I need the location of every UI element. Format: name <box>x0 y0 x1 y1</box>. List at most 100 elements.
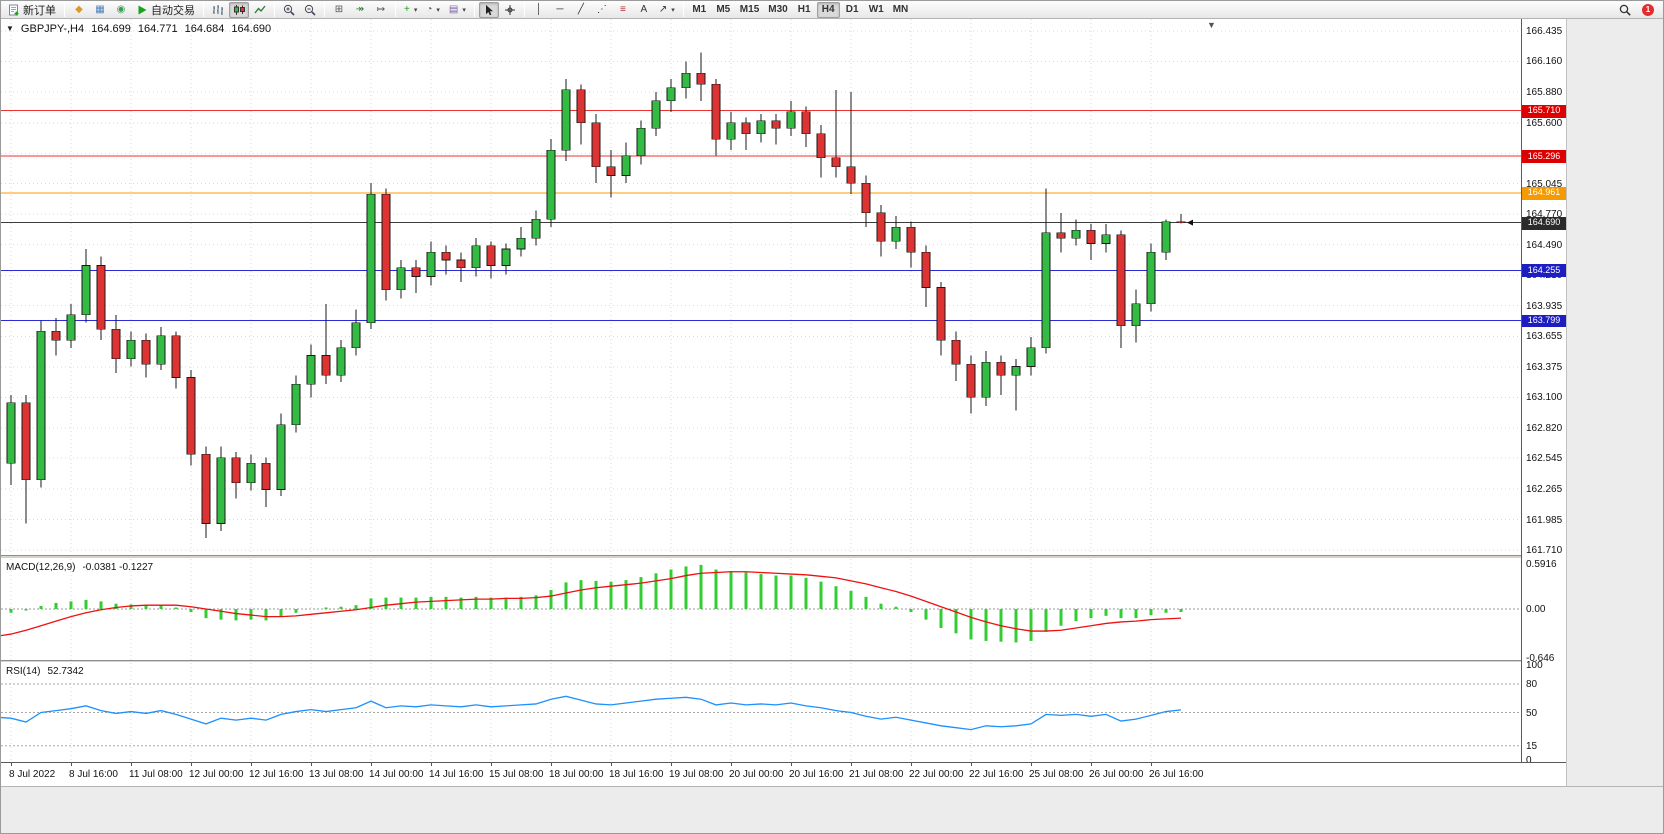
rsi-axis-label: 0 <box>1526 755 1532 762</box>
tile-windows-icon: ⊞ <box>334 3 344 15</box>
time-label: 25 Jul 08:00 <box>1029 769 1084 780</box>
crosshair-button[interactable] <box>500 2 520 18</box>
fibonacci-button[interactable]: ≡ <box>613 2 633 18</box>
time-label: 12 Jul 00:00 <box>189 769 244 780</box>
arrows-button[interactable]: ↗ ▾ <box>655 2 679 18</box>
price-axis[interactable]: 166.435166.160165.880165.600165.320165.0… <box>1522 19 1566 762</box>
timeframe-m30[interactable]: M30 <box>768 4 788 15</box>
candle-body <box>426 252 436 277</box>
time-tick <box>1151 763 1152 766</box>
macd-values: -0.0381 -0.1227 <box>82 562 154 573</box>
time-label: 26 Jul 00:00 <box>1089 769 1144 780</box>
periods-button[interactable]: ◔ ▾ <box>422 2 444 18</box>
line-chart-button[interactable] <box>250 2 270 18</box>
timeframe-w1[interactable]: W1 <box>868 4 884 15</box>
timeframe-d1[interactable]: D1 <box>845 4 859 15</box>
candlestick-icon <box>234 4 245 15</box>
bottom-margin <box>1 786 1663 833</box>
time-tick <box>731 763 732 766</box>
metaeditor-icon: ◉ <box>116 3 126 15</box>
price-tick-label: 164.770 <box>1526 208 1563 220</box>
candle-body <box>681 73 691 88</box>
search-button[interactable] <box>1615 2 1635 18</box>
candle-body <box>441 252 451 261</box>
panel-splitter[interactable] <box>1 660 1566 663</box>
expand-arrow-icon[interactable]: ▼ <box>6 24 14 33</box>
zoom-in-button[interactable] <box>279 2 299 18</box>
templates-button[interactable]: ▤ ▾ <box>445 2 470 18</box>
timeframe-h4[interactable]: H4 <box>816 1 840 18</box>
tile-windows-button[interactable]: ⊞ <box>329 2 349 18</box>
macd-panel[interactable]: MACD(12,26,9) -0.0381 -0.1227 <box>1 559 1521 660</box>
price-badge: 164.255 <box>1522 264 1566 278</box>
macd-canvas[interactable] <box>1 559 1521 660</box>
candle-body <box>921 252 931 288</box>
rsi-axis-label: 15 <box>1526 740 1538 752</box>
time-label: 20 Jul 00:00 <box>729 769 784 780</box>
new-order-button-label: 新订单 <box>23 4 56 17</box>
cursor-button[interactable] <box>478 1 499 18</box>
timeframe-mn[interactable]: MN <box>892 4 909 15</box>
candle-body <box>171 335 181 378</box>
price-tick-label: 163.100 <box>1526 392 1563 404</box>
indicators-icon: + <box>404 3 410 15</box>
main-grid <box>1 19 1521 555</box>
indicators-button[interactable]: + ▾ <box>400 2 421 18</box>
rsi-canvas[interactable] <box>1 663 1521 762</box>
trendline-button[interactable]: ╱ <box>571 2 591 18</box>
time-tick <box>971 763 972 766</box>
timeframe-m1[interactable]: M1 <box>692 4 707 15</box>
bar-chart-button[interactable] <box>208 2 228 18</box>
main-toolbar: 新订单 ◆ ▦ ◉ 自动交易 ⊞ ↠ ↦ + ▾ ◔ ▾ ▤ ▾ │ ─ ╱ ⋰ ≡ A ↗ ▾ M1 M5 M15 M30 H1 H… <box>1 1 1663 19</box>
timeframe-h1[interactable]: H1 <box>797 4 811 15</box>
candle-body <box>546 149 556 220</box>
time-label: 14 Jul 16:00 <box>429 769 484 780</box>
chevron-down-icon[interactable]: ▾ <box>436 6 440 14</box>
candle-body <box>231 457 241 484</box>
channel-button[interactable]: ⋰ <box>592 2 612 18</box>
auto-trading-button[interactable]: 自动交易 <box>132 2 199 18</box>
charts-button[interactable]: ▦ <box>90 2 110 18</box>
candles-layer <box>6 52 1186 538</box>
auto-scroll-button[interactable]: ↠ <box>350 2 370 18</box>
time-tick <box>611 763 612 766</box>
chevron-down-icon[interactable]: ▾ <box>462 6 466 14</box>
new-order-button[interactable]: 新订单 <box>4 2 60 18</box>
candle-body <box>756 120 766 135</box>
time-label: 20 Jul 16:00 <box>789 769 844 780</box>
timeframe-m5[interactable]: M5 <box>716 4 731 15</box>
candlestick-button[interactable] <box>229 1 249 18</box>
price-tick-label: 163.655 <box>1526 331 1563 343</box>
metaeditor-button[interactable]: ◉ <box>111 2 131 18</box>
price-tick-label: 165.880 <box>1526 87 1563 99</box>
time-axis[interactable]: 8 Jul 2022 8 Jul 16:00 11 Jul 08:00 12 Jul … <box>1 762 1566 786</box>
candle-body <box>396 267 406 290</box>
chevron-down-icon[interactable]: ▾ <box>671 6 675 14</box>
candle-body <box>51 331 61 341</box>
candle-body <box>696 73 706 85</box>
chart-shift-button[interactable]: ↦ <box>371 2 391 18</box>
quote-close: 164.690 <box>231 23 272 35</box>
notification-badge[interactable]: 1 <box>1642 3 1654 16</box>
main-chart-panel[interactable]: ▼ GBPJPY-,H4 164.699 164.771 164.684 164… <box>1 19 1521 555</box>
main-chart-canvas[interactable] <box>1 19 1521 555</box>
horizontal-line-button[interactable]: ─ <box>550 2 570 18</box>
panel-splitter[interactable] <box>1 555 1566 559</box>
candle-body <box>711 84 721 140</box>
chart-shift-marker[interactable]: ▼ <box>1207 20 1216 30</box>
zoom-out-button[interactable] <box>300 2 320 18</box>
timeframe-m15[interactable]: M15 <box>739 4 760 15</box>
vertical-line-button[interactable]: │ <box>529 2 549 18</box>
templates-icon: ▤ <box>448 3 459 15</box>
toolbar-separator <box>203 2 204 17</box>
rsi-panel[interactable]: RSI(14) 52.7342 <box>1 663 1521 762</box>
symbols-button[interactable]: ◆ <box>69 2 89 18</box>
candle-body <box>876 212 886 242</box>
trendline-icon: ╱ <box>577 3 584 15</box>
time-tick <box>11 763 12 766</box>
time-tick <box>791 763 792 766</box>
candle-body <box>471 245 481 268</box>
chevron-down-icon[interactable]: ▾ <box>413 6 418 14</box>
candle-body <box>6 402 16 464</box>
text-button[interactable]: A <box>634 2 654 18</box>
